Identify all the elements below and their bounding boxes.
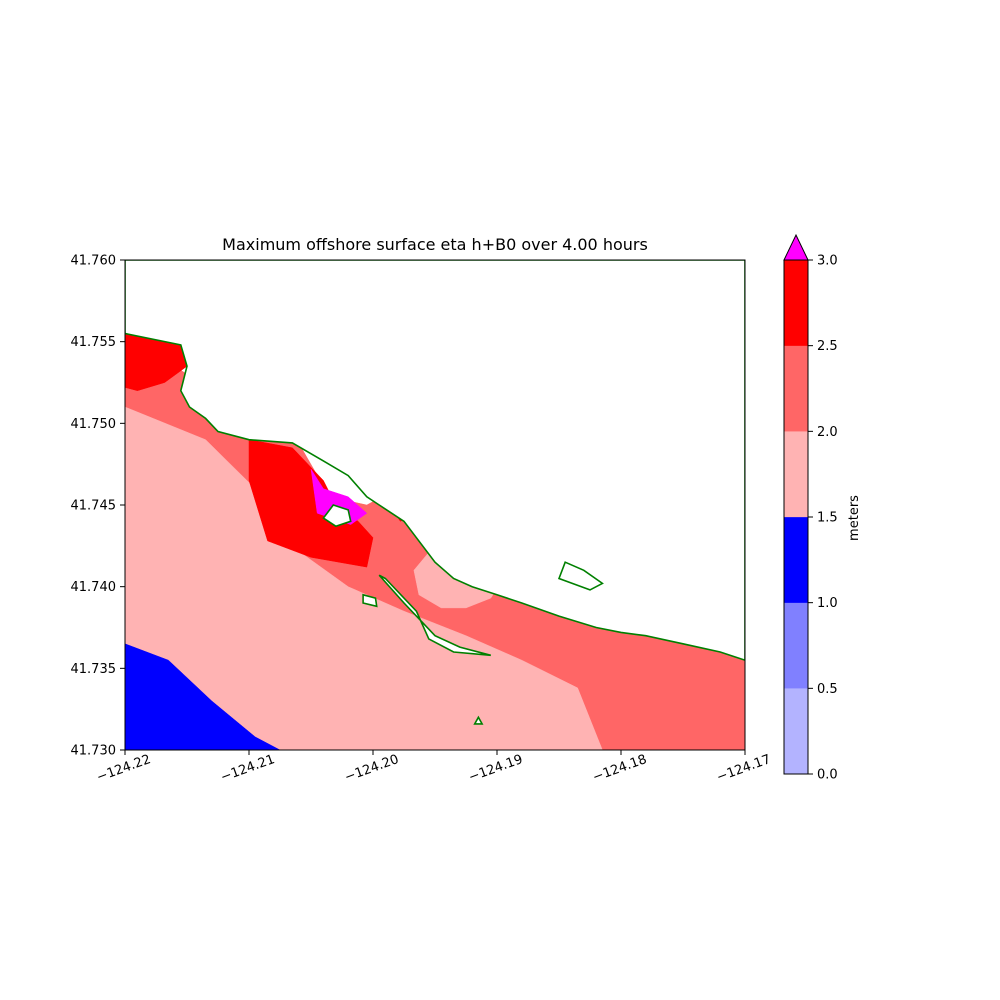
colorbar-label: meters	[847, 495, 862, 541]
island-4	[473, 715, 484, 725]
contour-region-1	[125, 406, 603, 750]
x-tick-label: −124.20	[343, 752, 401, 785]
contour-region-9	[310, 468, 368, 525]
x-axis: −124.22 −124.21 −124.20 −124.19 −124.18 −124.…	[95, 750, 773, 785]
colorbar-tick-label: 1.0	[817, 596, 838, 611]
island-1	[378, 574, 492, 657]
land-area-0	[125, 260, 745, 662]
plot-area	[124, 259, 746, 751]
colorbar-tick-label: 3.0	[817, 254, 838, 269]
colorbar-tick-label: 0.5	[817, 682, 838, 697]
colorbar: 0.0 0.5 1.0 1.5 2.0 2.5 3.0	[783, 233, 838, 783]
colorbar-band	[783, 516, 809, 603]
colorbar-tick-label: 2.0	[817, 425, 838, 440]
x-tick-label: −124.19	[467, 752, 525, 785]
colorbar-band	[783, 345, 809, 432]
chart-title: Maximum offshore surface eta h+B0 over 4…	[222, 235, 648, 254]
x-tick-label: −124.17	[715, 752, 773, 785]
y-tick-label: 41.730	[71, 744, 117, 759]
colorbar-extend-arrow	[783, 233, 809, 261]
island-0	[322, 504, 352, 528]
colorbar-band	[783, 602, 809, 689]
colorbar-tick-label: 2.5	[817, 339, 838, 354]
colorbar-tick-label: 1.5	[817, 511, 838, 526]
y-tick-label: 41.750	[71, 417, 117, 432]
island-3	[362, 593, 378, 608]
x-tick-label: −124.21	[219, 752, 277, 785]
contour-region-5	[248, 439, 374, 568]
y-axis: 41.730 41.735 41.740 41.745 41.750 41.755 41.7…	[71, 254, 125, 759]
x-tick-label: −124.18	[591, 752, 649, 785]
colorbar-band	[783, 688, 809, 775]
y-tick-label: 41.740	[71, 580, 117, 595]
colorbar-band	[783, 259, 809, 346]
contour-region-3	[125, 643, 281, 750]
colorbar-band	[783, 431, 809, 518]
y-tick-label: 41.745	[71, 499, 117, 514]
y-tick-label: 41.760	[71, 254, 117, 269]
y-tick-label: 41.735	[71, 662, 117, 677]
regions-layer	[125, 260, 745, 750]
island-2	[557, 561, 604, 591]
y-tick-label: 41.755	[71, 335, 117, 350]
colorbar-tick-label: 0.0	[817, 768, 838, 783]
